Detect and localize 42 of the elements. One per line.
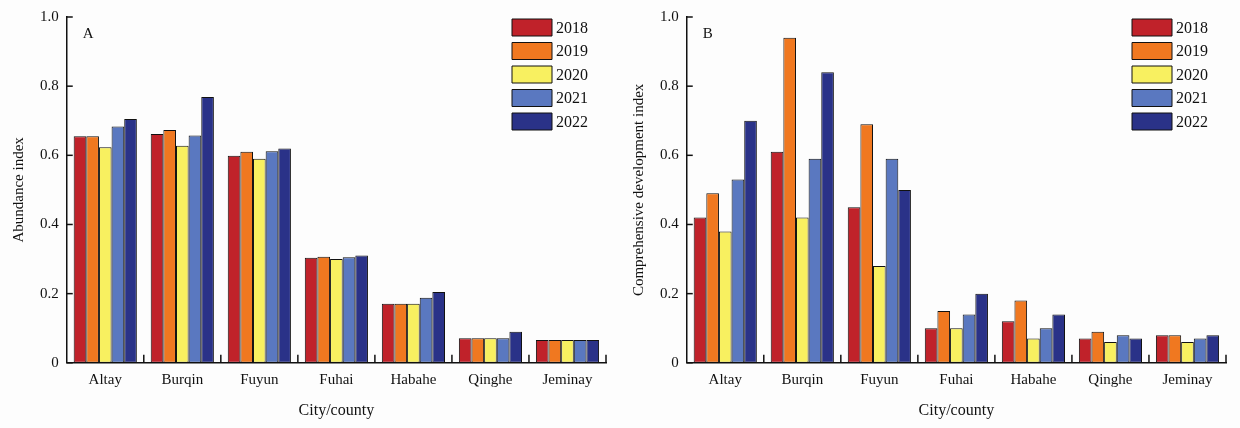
x-tick-label: Jeminay bbox=[542, 370, 593, 387]
y-axis-title: Comprehensive development index bbox=[629, 83, 646, 297]
x-tick-label: Altay bbox=[708, 370, 743, 387]
y-tick-label: 1.0 bbox=[40, 7, 59, 24]
x-axis-title: City/county bbox=[298, 400, 375, 419]
y-tick-label: 0.6 bbox=[660, 146, 680, 163]
legend-label: 2021 bbox=[556, 89, 588, 107]
x-tick-label: Qinghe bbox=[468, 370, 513, 387]
x-tick-label: Habahe bbox=[390, 370, 437, 387]
y-tick-label: 0 bbox=[671, 353, 679, 370]
x-tick-label: Fuyun bbox=[240, 370, 280, 387]
x-tick-label: Qinghe bbox=[1088, 370, 1133, 387]
legend-label: 2018 bbox=[556, 18, 588, 36]
y-axis-title: Abundance index bbox=[9, 136, 26, 243]
x-tick-label: Burqin bbox=[161, 370, 204, 387]
y-tick-label: 0.2 bbox=[660, 284, 679, 301]
legend-label: 2022 bbox=[556, 112, 588, 130]
text: B bbox=[702, 25, 713, 42]
y-tick-label: 0.4 bbox=[40, 215, 60, 232]
legend-label: 2019 bbox=[556, 42, 588, 60]
x-tick-label: Fuyun bbox=[860, 370, 900, 387]
legend-label: 2020 bbox=[1176, 65, 1208, 83]
legend-label: 2021 bbox=[1176, 89, 1208, 107]
legend-label: 2019 bbox=[1176, 42, 1208, 60]
x-tick-label: Burqin bbox=[781, 370, 824, 387]
y-tick-label: 0 bbox=[51, 353, 59, 370]
legend-label: 2022 bbox=[1176, 112, 1208, 130]
y-tick-label: 0.4 bbox=[660, 215, 680, 232]
legend-label: 2018 bbox=[1176, 18, 1208, 36]
text: A bbox=[82, 25, 94, 42]
y-tick-label: 0.8 bbox=[40, 77, 59, 94]
x-axis-title: City/county bbox=[918, 400, 995, 419]
legend-label: 2020 bbox=[556, 65, 588, 83]
y-tick-label: 0.8 bbox=[660, 77, 679, 94]
y-tick-label: 1.0 bbox=[660, 7, 679, 24]
y-tick-label: 0.2 bbox=[40, 284, 59, 301]
x-tick-label: Jeminay bbox=[1162, 370, 1213, 387]
x-tick-label: Fuhai bbox=[319, 370, 354, 387]
y-tick-label: 0.6 bbox=[40, 146, 60, 163]
x-tick-label: Fuhai bbox=[939, 370, 974, 387]
x-tick-label: Habahe bbox=[1010, 370, 1057, 387]
x-tick-label: Altay bbox=[88, 370, 123, 387]
